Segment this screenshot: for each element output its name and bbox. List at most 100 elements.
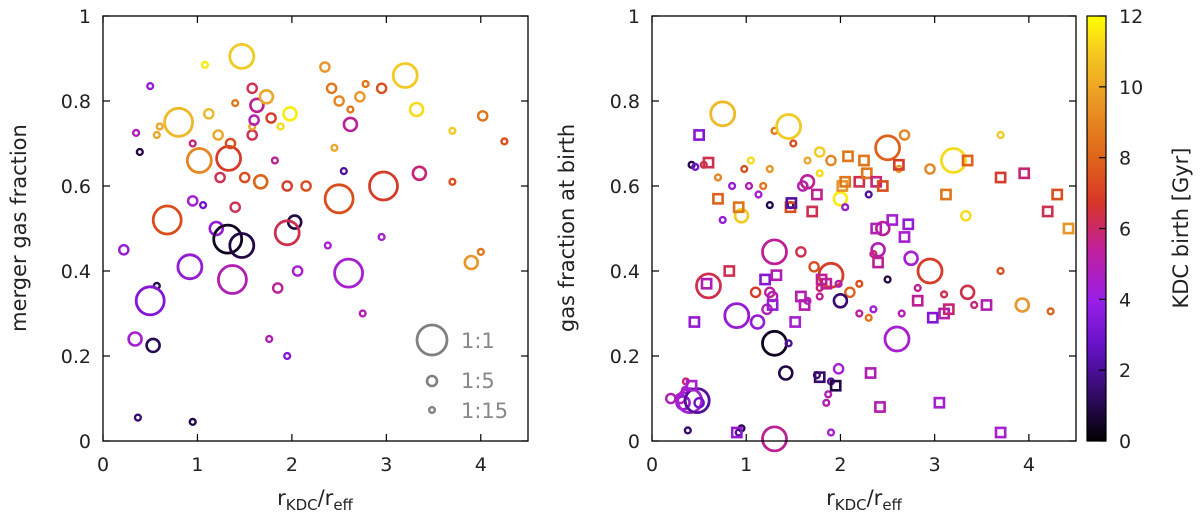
- left-y-axis-label: merger gas fraction: [7, 124, 31, 332]
- left-point-48: [202, 108, 215, 120]
- left-ytick-label-3: 0.6: [61, 176, 91, 198]
- left-scatter-points: [118, 43, 509, 427]
- left-point-65: [339, 167, 348, 176]
- left-xtick-label-2: 2: [286, 454, 298, 476]
- left-point-67: [346, 105, 355, 114]
- left-size-legend: 1:1 1:5 1:15: [415, 323, 508, 423]
- left-point-18: [271, 282, 284, 294]
- right-scatter-panel: 0 1 2 3 4 0 0.2 0.4 0.6 0.8 1 gas fraction at birt…: [555, 6, 1077, 514]
- left-point-43: [152, 130, 161, 140]
- right-point-64: [746, 156, 756, 165]
- legend-marker-1-1: [415, 323, 449, 357]
- right-square-point-35: [886, 214, 899, 226]
- left-point-41: [146, 81, 155, 91]
- left-point-1: [188, 417, 197, 427]
- right-point-22: [749, 314, 766, 330]
- left-point-74: [476, 110, 489, 122]
- left-point-7: [127, 331, 143, 347]
- right-point-46: [883, 325, 911, 353]
- right-point-45: [897, 309, 906, 318]
- right-square-point-18: [810, 188, 823, 201]
- right-point-16: [822, 398, 831, 407]
- right-point-86: [996, 130, 1005, 140]
- right-point-69: [775, 113, 802, 140]
- right-square-point-34: [876, 180, 889, 192]
- right-point-7: [683, 426, 692, 435]
- right-point-59: [709, 100, 737, 128]
- right-point-85: [960, 209, 972, 222]
- right-point-47: [903, 250, 919, 267]
- right-point-78: [841, 203, 850, 212]
- left-point-40: [500, 137, 509, 146]
- left-xtick-label-1: 1: [191, 454, 203, 476]
- left-point-34: [323, 183, 355, 215]
- left-point-31: [252, 174, 269, 190]
- left-point-53: [246, 129, 258, 141]
- right-point-90: [765, 201, 774, 210]
- right-square-point-41: [933, 396, 946, 409]
- right-ytick-label-1: 0.2: [610, 346, 640, 368]
- right-square-point-1: [685, 379, 698, 392]
- left-point-6: [145, 337, 161, 354]
- right-point-41: [869, 305, 878, 314]
- right-xtick-label-4: 4: [1023, 454, 1035, 476]
- left-ytick-label-2: 0.4: [61, 261, 91, 283]
- left-point-62: [325, 82, 338, 95]
- right-square-point-7: [732, 201, 745, 214]
- left-point-35: [368, 170, 399, 202]
- left-point-42: [132, 128, 141, 138]
- right-point-30: [808, 260, 820, 273]
- right-square-point-27: [858, 154, 870, 167]
- right-point-40: [864, 313, 873, 322]
- right-point-43: [874, 220, 891, 237]
- right-square-point-33: [874, 401, 886, 413]
- right-point-63: [744, 181, 754, 191]
- left-point-15: [273, 219, 301, 247]
- right-point-17: [832, 362, 845, 375]
- right-point-67: [765, 164, 774, 174]
- right-point-20: [784, 339, 793, 348]
- left-point-56: [265, 112, 277, 124]
- left-point-5: [134, 285, 166, 317]
- left-ytick-label-1: 0.2: [61, 346, 91, 368]
- left-point-21: [377, 232, 386, 242]
- left-point-68: [354, 91, 366, 103]
- right-ytick-label-2: 0.4: [610, 261, 640, 283]
- left-point-26: [185, 147, 213, 174]
- right-point-66: [759, 181, 768, 191]
- right-point-79: [864, 190, 873, 199]
- left-point-58: [282, 106, 298, 122]
- legend-label-1-1: 1:1: [461, 329, 495, 353]
- left-point-46: [188, 139, 197, 148]
- right-xtick-label-0: 0: [646, 454, 658, 476]
- right-ytick-label-0: 0: [628, 431, 640, 453]
- right-point-76: [799, 174, 816, 190]
- left-point-24: [283, 351, 292, 361]
- right-point-60: [727, 181, 737, 191]
- left-ytick-label-4: 0.8: [61, 91, 91, 113]
- colorbar-tick-label-5: 10: [1119, 77, 1143, 99]
- left-point-28: [214, 171, 226, 184]
- left-ytick-label-5: 1: [79, 6, 91, 28]
- right-point-4: [676, 387, 704, 415]
- left-point-33: [300, 180, 312, 192]
- right-square-point-47: [994, 171, 1007, 184]
- left-point-30: [238, 171, 251, 184]
- right-point-52: [970, 300, 979, 310]
- right-point-21: [723, 302, 751, 330]
- right-point-39: [855, 309, 864, 318]
- right-point-12: [826, 428, 836, 437]
- left-point-72: [408, 101, 425, 118]
- left-point-2: [135, 147, 144, 157]
- right-square-point-4: [702, 156, 715, 169]
- left-point-36: [411, 165, 428, 182]
- right-square-point-6: [723, 265, 736, 277]
- right-square-point-30: [870, 222, 883, 235]
- colorbar: 0 2 4 6 8 10 12 KDC birth [Gyr]: [1086, 6, 1193, 453]
- right-ytick-label-4: 0.8: [610, 91, 640, 113]
- right-square-point-0: [688, 316, 701, 328]
- left-point-29: [229, 201, 241, 213]
- right-point-53: [996, 266, 1005, 276]
- right-point-89: [691, 162, 700, 172]
- colorbar-tick-label-0: 0: [1119, 431, 1131, 453]
